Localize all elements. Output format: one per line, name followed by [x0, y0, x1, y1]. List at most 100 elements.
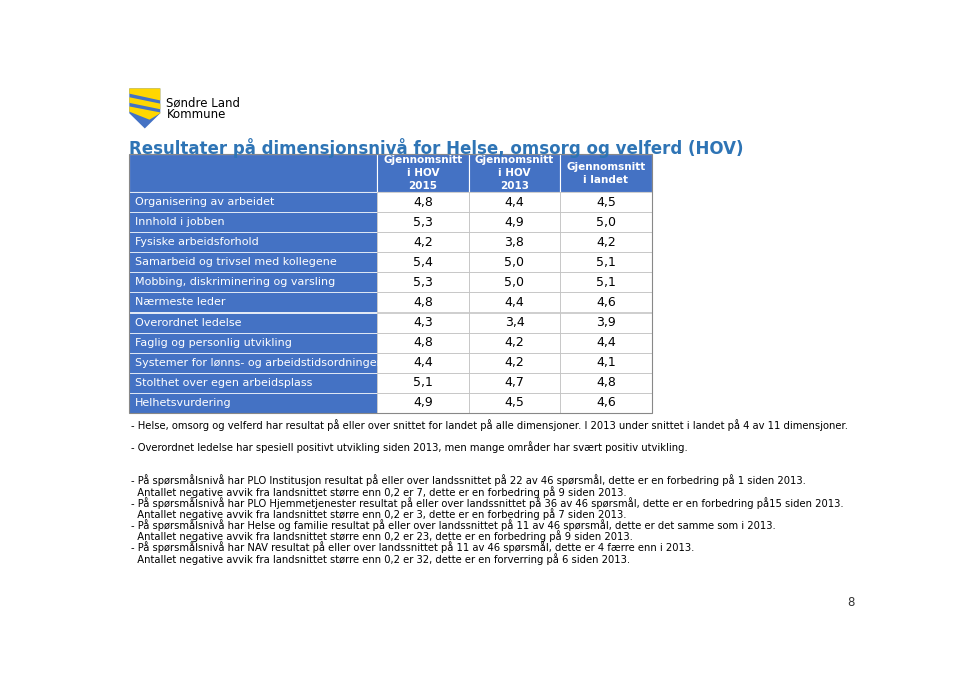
Text: 5,0: 5,0: [596, 216, 616, 229]
Text: Nærmeste leder: Nærmeste leder: [134, 298, 226, 307]
Text: 5,3: 5,3: [413, 216, 433, 229]
Text: 4,4: 4,4: [596, 336, 615, 349]
Text: 5,1: 5,1: [596, 256, 616, 269]
Bar: [130, 154, 652, 412]
Text: 4,3: 4,3: [413, 316, 433, 329]
Bar: [468, 154, 561, 192]
Bar: [377, 333, 468, 352]
Bar: [130, 212, 377, 233]
Bar: [377, 392, 468, 412]
Bar: [377, 293, 468, 313]
Text: - På spørsmålsnivå har PLO Hjemmetjenester resultat på eller over landssnittet p: - På spørsmålsnivå har PLO Hjemmetjenest…: [131, 497, 844, 509]
Bar: [130, 372, 377, 392]
Text: Faglig og personlig utvikling: Faglig og personlig utvikling: [134, 338, 292, 347]
Text: - Helse, omsorg og velferd har resultat på eller over snittet for landet på alle: - Helse, omsorg og velferd har resultat …: [131, 419, 848, 430]
Bar: [561, 352, 652, 372]
Text: - På spørsmålsnivå har NAV resultat på eller over landssnittet på 11 av 46 spørs: - På spørsmålsnivå har NAV resultat på e…: [131, 542, 694, 554]
Text: Samarbeid og trivsel med kollegene: Samarbeid og trivsel med kollegene: [134, 257, 336, 267]
Text: 4,6: 4,6: [596, 396, 615, 409]
Bar: [561, 372, 652, 392]
Bar: [377, 313, 468, 333]
Polygon shape: [130, 89, 160, 100]
Text: Helhetsvurdering: Helhetsvurdering: [134, 398, 231, 408]
Text: Overordnet ledelse: Overordnet ledelse: [134, 318, 241, 327]
Text: Gjennomsnitt
i HOV
2015: Gjennomsnitt i HOV 2015: [383, 155, 463, 191]
Polygon shape: [130, 89, 160, 129]
Bar: [130, 293, 377, 313]
Text: 5,4: 5,4: [413, 256, 433, 269]
Text: 5,1: 5,1: [596, 276, 616, 289]
Text: 4,2: 4,2: [596, 236, 615, 249]
Bar: [130, 392, 377, 412]
Bar: [377, 253, 468, 273]
Text: 4,9: 4,9: [413, 396, 433, 409]
Bar: [377, 233, 468, 253]
Text: 4,7: 4,7: [505, 376, 524, 389]
Text: 4,2: 4,2: [505, 356, 524, 369]
Text: Mobbing, diskriminering og varsling: Mobbing, diskriminering og varsling: [134, 277, 335, 287]
Bar: [130, 154, 377, 192]
Text: 4,8: 4,8: [596, 376, 616, 389]
Polygon shape: [130, 107, 160, 120]
Bar: [468, 233, 561, 253]
Text: Antallet negative avvik fra landsnittet større enn 0,2 er 32, dette er en forver: Antallet negative avvik fra landsnittet …: [131, 553, 630, 565]
Bar: [468, 212, 561, 233]
Text: 3,4: 3,4: [505, 316, 524, 329]
Bar: [561, 233, 652, 253]
Text: 4,6: 4,6: [596, 296, 615, 309]
Text: Antallet negative avvik fra landsnittet større enn 0,2 er 7, dette er en forbedr: Antallet negative avvik fra landsnittet …: [131, 486, 627, 498]
Text: 5,0: 5,0: [504, 256, 524, 269]
Text: 4,2: 4,2: [413, 236, 433, 249]
Bar: [377, 352, 468, 372]
Polygon shape: [130, 98, 160, 109]
Bar: [130, 352, 377, 372]
Bar: [377, 212, 468, 233]
Bar: [468, 313, 561, 333]
Text: 3,9: 3,9: [596, 316, 615, 329]
Bar: [468, 372, 561, 392]
Text: 5,0: 5,0: [504, 276, 524, 289]
Bar: [130, 333, 377, 352]
Text: 8: 8: [848, 596, 854, 609]
Text: - Overordnet ledelse har spesiell positivt utvikling siden 2013, men mange områd: - Overordnet ledelse har spesiell positi…: [131, 441, 687, 453]
Bar: [468, 192, 561, 212]
Text: Stolthet over egen arbeidsplass: Stolthet over egen arbeidsplass: [134, 378, 312, 388]
Bar: [377, 192, 468, 212]
Bar: [561, 392, 652, 412]
Text: Gjennomsnitt
i landet: Gjennomsnitt i landet: [566, 162, 645, 185]
Text: 4,4: 4,4: [505, 196, 524, 209]
Text: Fysiske arbeidsforhold: Fysiske arbeidsforhold: [134, 237, 258, 248]
Text: 3,8: 3,8: [505, 236, 524, 249]
Bar: [561, 313, 652, 333]
Text: - På spørsmålsnivå har Helse og familie resultat på eller over landssnittet på 1: - På spørsmålsnivå har Helse og familie …: [131, 519, 776, 531]
Bar: [377, 154, 468, 192]
Text: 5,1: 5,1: [413, 376, 433, 389]
Bar: [377, 273, 468, 293]
Text: Antallet negative avvik fra landsnittet større enn 0,2 er 3, dette er en forbedr: Antallet negative avvik fra landsnittet …: [131, 508, 626, 520]
Text: Søndre Land: Søndre Land: [166, 97, 241, 110]
Text: Gjennomsnitt
i HOV
2013: Gjennomsnitt i HOV 2013: [475, 155, 554, 191]
Bar: [561, 293, 652, 313]
Bar: [468, 352, 561, 372]
Bar: [130, 273, 377, 293]
Text: Kommune: Kommune: [166, 108, 226, 120]
Bar: [561, 333, 652, 352]
Text: Organisering av arbeidet: Organisering av arbeidet: [134, 197, 275, 208]
Text: 4,4: 4,4: [413, 356, 433, 369]
Bar: [561, 253, 652, 273]
Bar: [561, 212, 652, 233]
Text: 4,4: 4,4: [505, 296, 524, 309]
Bar: [468, 392, 561, 412]
Bar: [130, 253, 377, 273]
Text: 4,5: 4,5: [505, 396, 524, 409]
Text: 4,1: 4,1: [596, 356, 615, 369]
Bar: [561, 154, 652, 192]
Text: Antallet negative avvik fra landsnittet større enn 0,2 er 23, dette er en forbed: Antallet negative avvik fra landsnittet …: [131, 530, 633, 543]
Text: 4,8: 4,8: [413, 336, 433, 349]
Bar: [468, 333, 561, 352]
Bar: [468, 273, 561, 293]
Bar: [468, 253, 561, 273]
Bar: [377, 372, 468, 392]
Text: 4,8: 4,8: [413, 296, 433, 309]
Text: Resultater på dimensjonsnivå for Helse, omsorg og velferd (HOV): Resultater på dimensjonsnivå for Helse, …: [130, 138, 744, 158]
